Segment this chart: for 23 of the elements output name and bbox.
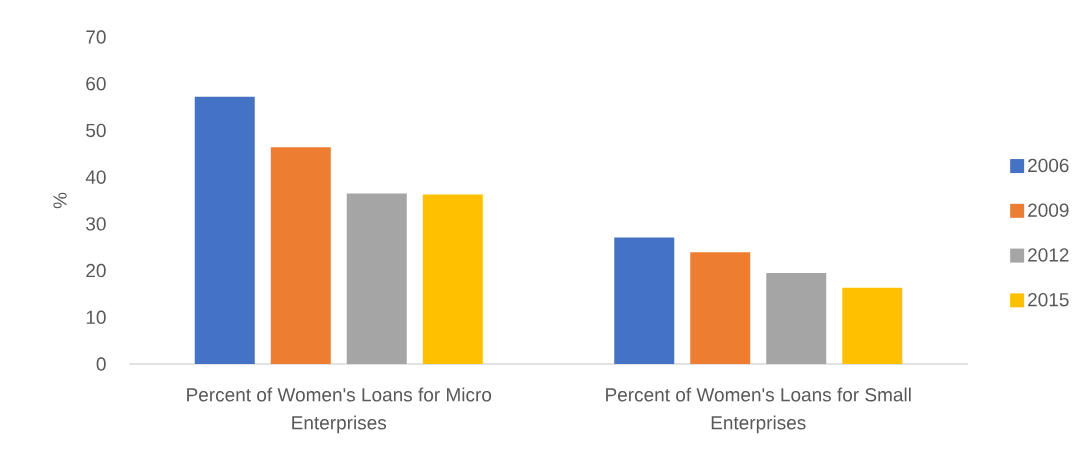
x-tick-label: Percent of Women's Loans for Micro Enterprises [187, 387, 492, 434]
bar [422, 194, 483, 364]
x-tick-label: Percent of Women's Loans for Small Enterprises [606, 387, 911, 434]
legend-label: 2012 [1028, 248, 1069, 262]
bar [346, 193, 407, 364]
legend-label: 2015 [1028, 292, 1069, 307]
bar [766, 272, 827, 364]
bar [194, 96, 255, 364]
y-tick-label: 10 [86, 310, 106, 325]
legend-label: 2009 [1028, 203, 1069, 217]
y-tick-label: 40 [85, 170, 106, 184]
y-tick-label: 30 [86, 217, 106, 231]
legend-label: 2006 [1028, 158, 1069, 173]
bar [842, 287, 903, 364]
y-tick-label: 60 [86, 76, 106, 91]
y-tick-label: 50 [86, 123, 106, 138]
bar [690, 252, 751, 364]
bar [270, 147, 331, 364]
y-axis-title: % [53, 192, 67, 209]
bar [614, 237, 675, 364]
y-tick-label: 20 [86, 263, 106, 278]
y-tick-label: 0 [96, 357, 106, 371]
y-tick-label: 70 [86, 30, 106, 44]
